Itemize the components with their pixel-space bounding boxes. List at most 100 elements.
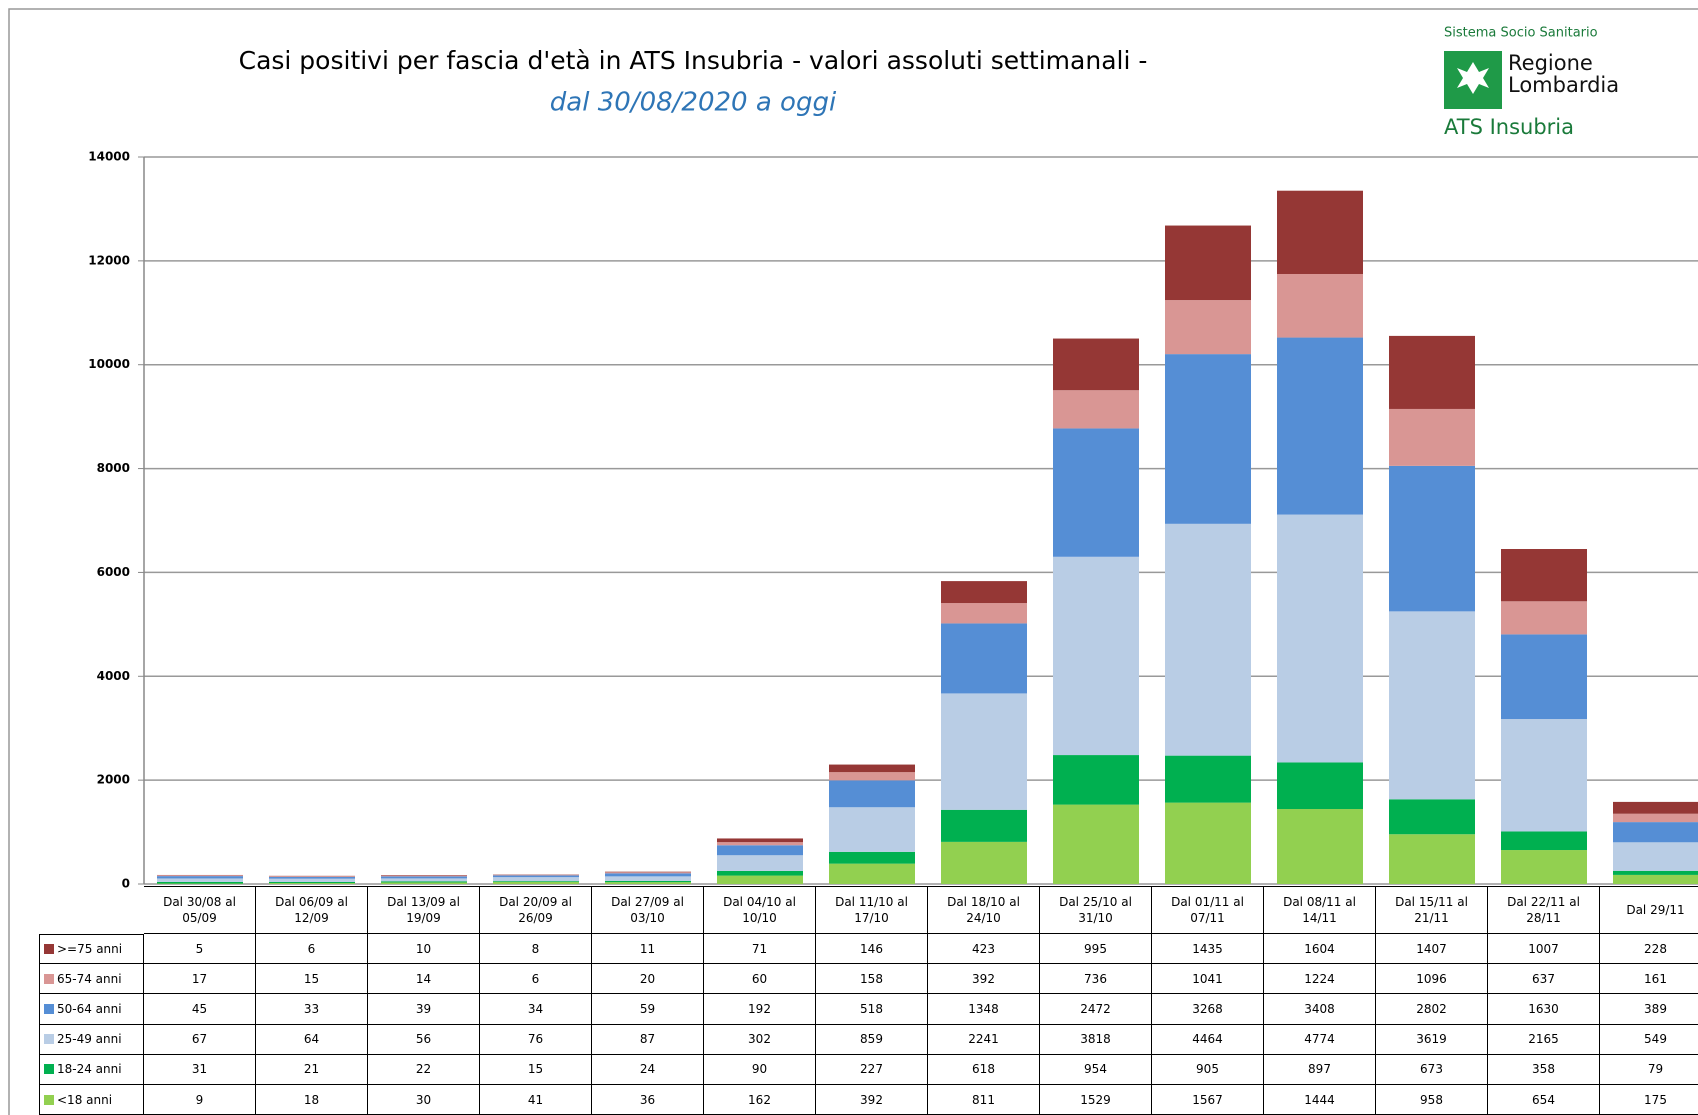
bar-segment	[829, 851, 915, 864]
x-tick-label: Dal 18/10 al 24/10	[928, 886, 1040, 934]
logo-top: Sistema Socio Sanitario	[1444, 26, 1598, 41]
table-value: 4774	[1264, 1024, 1376, 1055]
bar-segment	[717, 875, 803, 884]
bar-segment	[1053, 804, 1139, 884]
table-value: 1096	[1376, 964, 1488, 995]
table-value: 3818	[1040, 1024, 1152, 1055]
y-tick-label: 14000	[88, 150, 130, 164]
bar-segment	[1053, 338, 1139, 391]
bar-segment	[493, 881, 579, 882]
bar-segment	[493, 877, 579, 882]
bar-segment	[829, 807, 915, 852]
y-tick-label: 0	[122, 877, 130, 891]
legend-label: >=75 anni	[57, 942, 123, 957]
bar-segment	[717, 842, 803, 846]
table-value: 60	[704, 964, 816, 995]
table-value: 1435	[1152, 934, 1264, 965]
table-value: 6	[480, 964, 592, 995]
legend-swatch	[44, 1094, 54, 1105]
bar-segment	[829, 772, 915, 781]
legend-label: 25-49 anni	[57, 1032, 122, 1047]
table-value: 71	[704, 934, 816, 965]
table-value: 1567	[1152, 1085, 1264, 1115]
bar-segment	[1277, 514, 1363, 763]
table-value: 41	[480, 1085, 592, 1115]
logo-name-box: Regione Lombardia	[1508, 52, 1619, 96]
bar-segment	[1053, 556, 1139, 756]
x-tick-label: Dal 01/11 al 07/11	[1152, 886, 1264, 934]
table-value: 358	[1488, 1054, 1600, 1085]
bar-segment	[941, 581, 1027, 604]
table-value: 6	[256, 934, 368, 965]
table-value: 654	[1488, 1085, 1600, 1115]
x-tick-label: Dal 25/10 al 31/10	[1040, 886, 1152, 934]
table-value: 392	[816, 1085, 928, 1115]
table-value: 1007	[1488, 934, 1600, 965]
legend-entry: <18 anni	[39, 1085, 144, 1115]
bar-segment	[493, 881, 579, 884]
table-value: 175	[1600, 1085, 1698, 1115]
y-tick-label: 8000	[97, 461, 130, 475]
table-value: 958	[1376, 1085, 1488, 1115]
bar-segment	[157, 876, 243, 879]
table-value: 954	[1040, 1054, 1152, 1085]
table-value: 3268	[1152, 994, 1264, 1025]
bar-segment	[605, 872, 691, 874]
bar-segment	[1053, 390, 1139, 429]
table-value: 2802	[1376, 994, 1488, 1025]
bar-segment	[605, 882, 691, 884]
table-value: 811	[928, 1085, 1040, 1115]
table-value: 162	[704, 1085, 816, 1115]
logo-cross	[1457, 62, 1489, 94]
legend-entry: 25-49 anni	[39, 1024, 144, 1055]
table-value: 22	[368, 1054, 480, 1085]
bar-segment	[381, 875, 467, 876]
bar-segment	[829, 780, 915, 808]
bar-segment	[1613, 874, 1698, 884]
table-value: 227	[816, 1054, 928, 1085]
legend-entry: 18-24 anni	[39, 1054, 144, 1085]
bar-segment	[1053, 428, 1139, 557]
bar-segment	[1501, 831, 1587, 851]
bar-segment	[1501, 719, 1587, 832]
table-value: 24	[592, 1054, 704, 1085]
bar-segment	[1389, 408, 1475, 466]
x-tick-label: Dal 15/11 al 21/11	[1376, 886, 1488, 934]
table-value: 90	[704, 1054, 816, 1085]
bar-segment	[1165, 225, 1251, 301]
x-tick-label: Dal 30/08 al 05/09	[144, 886, 256, 934]
y-tick-label: 2000	[97, 773, 130, 787]
table-value: 4464	[1152, 1024, 1264, 1055]
table-value: 995	[1040, 934, 1152, 965]
legend-label: <18 anni	[57, 1092, 113, 1107]
table-value: 64	[256, 1024, 368, 1055]
x-tick-label: Dal 11/10 al 17/10	[816, 886, 928, 934]
table-value: 905	[1152, 1054, 1264, 1085]
table-value: 9	[144, 1085, 256, 1115]
bar-segment	[1053, 755, 1139, 805]
table-value: 228	[1600, 934, 1698, 965]
table-value: 34	[480, 994, 592, 1025]
logo-bottom: ATS Insubria	[1444, 115, 1574, 139]
bar-segment	[605, 876, 691, 881]
bar-segment	[1165, 300, 1251, 355]
table-value: 1630	[1488, 994, 1600, 1025]
bar-segment	[941, 841, 1027, 884]
bar-segment	[717, 845, 803, 856]
table-value: 518	[816, 994, 928, 1025]
legend-entry: >=75 anni	[39, 934, 144, 965]
table-value: 30	[368, 1085, 480, 1115]
bar-segment	[1501, 850, 1587, 884]
table-value: 56	[368, 1024, 480, 1055]
bar-segment	[1613, 822, 1698, 843]
bar-segment	[941, 693, 1027, 810]
bar-segment	[1277, 762, 1363, 810]
table-value: 1529	[1040, 1085, 1152, 1115]
bar-segment	[717, 838, 803, 843]
table-value: 59	[592, 994, 704, 1025]
x-tick-label: Dal 08/11 al 14/11	[1264, 886, 1376, 934]
chart-subtitle: dal 30/08/2020 a oggi	[550, 88, 837, 118]
table-value: 1348	[928, 994, 1040, 1025]
legend-swatch	[44, 1064, 54, 1075]
table-value: 33	[256, 994, 368, 1025]
